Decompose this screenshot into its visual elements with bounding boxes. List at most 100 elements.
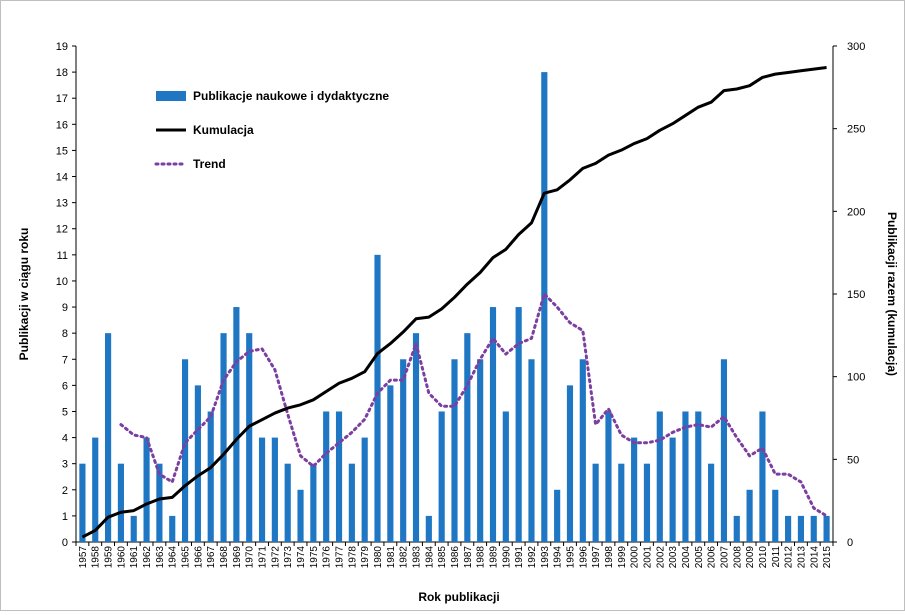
y-tick-label: 12 — [56, 224, 68, 236]
x-tick-label: 2001 — [642, 546, 653, 569]
bar — [194, 385, 201, 542]
x-tick-label: 2011 — [771, 546, 782, 568]
bar — [720, 359, 728, 542]
x-tick-label: 1986 — [450, 546, 461, 569]
bar — [79, 463, 86, 542]
trend-line — [119, 292, 829, 518]
x-tick-label: 1998 — [604, 546, 615, 569]
bar — [361, 437, 368, 542]
bar — [387, 385, 394, 542]
y2-tick-label: 300 — [847, 41, 865, 53]
y2-tick-label: 100 — [847, 372, 865, 384]
bar — [143, 437, 150, 542]
x-tick-label: 1960 — [116, 546, 127, 569]
x-tick-label: 1975 — [309, 546, 320, 569]
bar — [374, 254, 381, 542]
y-tick-label: 0 — [62, 537, 68, 549]
bar — [246, 333, 253, 542]
legend-swatch-bar — [156, 91, 186, 101]
y-tick-label: 3 — [62, 459, 68, 471]
x-tick-label: 1974 — [296, 546, 307, 569]
x-tick-label: 2000 — [630, 546, 641, 569]
bar — [92, 437, 99, 542]
bar — [104, 333, 112, 542]
x-tick-label: 2003 — [668, 546, 679, 569]
bar — [233, 307, 240, 542]
bar — [733, 515, 740, 542]
x-tick-label: 2014 — [809, 546, 820, 569]
x-tick-label: 1971 — [258, 546, 269, 569]
legend-label-trend: Trend — [193, 157, 226, 171]
x-tick-label: 1996 — [578, 546, 589, 569]
bar — [669, 437, 676, 542]
bar — [451, 359, 458, 542]
y-tick-label: 15 — [56, 145, 68, 157]
x-tick-label: 1964 — [168, 546, 179, 569]
bar — [297, 489, 304, 542]
bar — [515, 307, 522, 542]
x-tick-label: 2012 — [784, 546, 795, 569]
cumulative-line — [81, 66, 827, 539]
x-tick-label: 2013 — [796, 546, 807, 569]
y-tick-label: 14 — [56, 172, 68, 184]
x-tick-label: 1979 — [360, 546, 371, 569]
bar — [643, 463, 651, 542]
y-tick-label: 17 — [56, 93, 68, 105]
y-tick-label: 8 — [62, 328, 68, 340]
x-tick-label: 1969 — [232, 546, 243, 569]
bar — [566, 385, 574, 542]
x-tick-label: 1961 — [129, 546, 140, 569]
bar — [656, 411, 663, 542]
bar — [425, 515, 432, 542]
x-tick-label: 1994 — [553, 546, 564, 569]
bar — [708, 463, 715, 542]
y-axis-title: Publikacji w ciągu roku — [17, 228, 31, 361]
bar — [579, 359, 586, 542]
x-tick-label: 1989 — [488, 546, 499, 569]
x-tick-label: 1981 — [386, 546, 397, 569]
bar — [759, 411, 766, 542]
bar — [618, 463, 625, 542]
bar — [477, 359, 484, 542]
bar — [220, 333, 227, 542]
x-tick-label: 2004 — [681, 546, 692, 569]
x-tick-label: 1983 — [412, 546, 423, 569]
x-tick-label: 1997 — [591, 546, 602, 569]
bar — [156, 463, 163, 542]
x-tick-label: 1987 — [463, 546, 474, 569]
y-tick-label: 16 — [56, 119, 68, 131]
y2-tick-label: 50 — [847, 454, 859, 466]
bar — [258, 437, 266, 542]
x-tick-label: 1972 — [270, 546, 281, 569]
x-tick-label: 1980 — [373, 546, 384, 569]
bar — [823, 515, 830, 542]
bar — [592, 463, 599, 542]
x-tick-label: 1959 — [104, 546, 115, 569]
x-tick-label: 1965 — [181, 546, 192, 569]
bar — [438, 411, 445, 542]
x-tick-label: 2005 — [694, 546, 705, 569]
y-tick-label: 7 — [62, 354, 68, 366]
y-tick-label: 10 — [56, 276, 68, 288]
x-tick-label: 2009 — [745, 546, 756, 569]
x-tick-label: 1973 — [283, 546, 294, 569]
x-tick-label: 1976 — [322, 546, 333, 569]
trend-series — [119, 292, 829, 518]
legend-label-bar: Publikacje naukowe i dydaktyczne — [193, 89, 389, 103]
x-tick-label: 1962 — [142, 546, 153, 569]
y-tick-label: 1 — [62, 511, 68, 523]
y-tick-label: 6 — [62, 380, 68, 392]
y-tick-label: 2 — [62, 485, 68, 497]
x-tick-label: 1978 — [347, 546, 358, 569]
cumulative-series — [81, 66, 827, 539]
bar — [554, 489, 561, 542]
bar — [323, 411, 330, 542]
x-tick-label: 1995 — [565, 546, 576, 569]
bar — [810, 515, 817, 542]
bar — [489, 307, 497, 542]
bar — [284, 463, 291, 542]
y2-tick-label: 250 — [847, 124, 865, 136]
x-tick-label: 1991 — [514, 546, 525, 569]
bar — [772, 489, 779, 542]
